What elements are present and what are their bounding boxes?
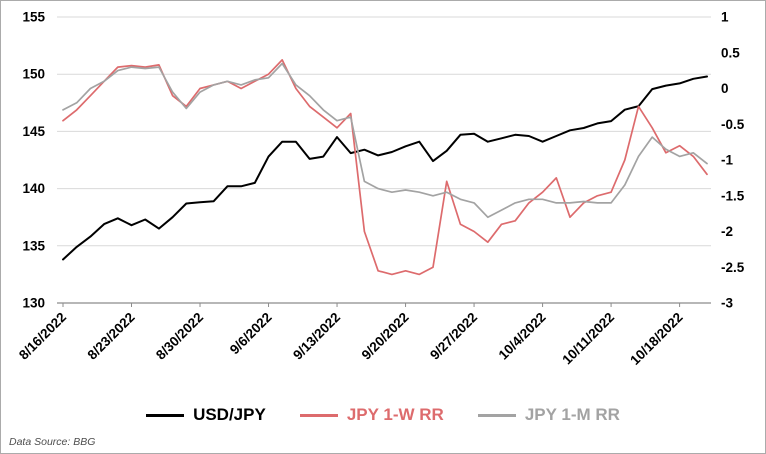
legend-line-sample — [146, 413, 185, 417]
legend-item-usd-jpy: USD/JPY — [146, 405, 266, 425]
gridlines — [57, 16, 711, 247]
right-axis-tick-label: 1 — [721, 10, 729, 25]
legend-label: USD/JPY — [193, 405, 266, 424]
x-axis — [57, 302, 711, 307]
legend-label: JPY 1-M RR — [524, 405, 620, 424]
right-axis-tick-label: -3 — [721, 296, 733, 311]
legend-label: JPY 1-W RR — [346, 405, 444, 424]
legend-line-sample — [299, 413, 338, 417]
chart-legend: USD/JPY JPY 1-W RR JPY 1-M RR — [1, 394, 765, 436]
x-axis-tick-label: 8/30/2022 — [153, 310, 206, 363]
x-axis-tick-label: 10/11/2022 — [559, 310, 617, 368]
line-chart: 155 150 145 140 135 130 1 0.5 0 -0.5 -1 -1.5 -2 -2.5… — [16, 10, 745, 368]
x-axis-tick-label: 9/13/2022 — [290, 310, 343, 363]
left-axis-tick-label: 155 — [22, 10, 45, 25]
right-axis-tick-label: -2 — [721, 224, 733, 239]
left-axis-tick-label: 145 — [22, 124, 45, 139]
right-axis-tick-label: 0 — [721, 81, 729, 96]
jpy-1-m-rr-line — [62, 62, 708, 219]
left-axis-tick-label: 130 — [22, 296, 45, 311]
x-axis-tick-label: 10/18/2022 — [627, 310, 685, 368]
right-axis-labels: 1 0.5 0 -0.5 -1 -1.5 -2 -2.5 -3 — [721, 10, 745, 311]
data-source-label: Data Source: BBG — [9, 436, 96, 448]
series-lines — [62, 59, 708, 276]
right-axis-tick-label: -2.5 — [721, 260, 745, 275]
legend-item-jpy-1-w-rr: JPY 1-W RR — [299, 405, 444, 425]
x-axis-tick-label: 9/6/2022 — [227, 310, 275, 358]
x-axis-tick-label: 9/27/2022 — [427, 310, 480, 363]
x-axis-tick-label: 9/20/2022 — [359, 310, 412, 363]
legend-item-jpy-1-m-rr: JPY 1-M RR — [477, 405, 620, 425]
x-axis-tick-label: 8/23/2022 — [85, 310, 138, 363]
x-axis-tick-label: 10/4/2022 — [496, 310, 549, 363]
jpy-1-w-rr-line — [62, 59, 708, 276]
left-axis-labels: 155 150 145 140 135 130 — [22, 10, 45, 311]
x-axis-labels: 8/16/2022 8/23/2022 8/30/2022 9/6/2022 9/13/… — [16, 310, 686, 368]
left-axis-tick-label: 150 — [22, 67, 45, 82]
right-axis-tick-label: -1 — [721, 153, 733, 168]
usd-jpy-line — [62, 75, 708, 261]
right-axis-tick-label: -0.5 — [721, 117, 745, 132]
legend-line-sample — [477, 413, 516, 417]
left-axis-tick-label: 135 — [22, 238, 45, 253]
right-axis-tick-label: -1.5 — [721, 188, 745, 203]
left-axis-tick-label: 140 — [22, 181, 45, 196]
right-axis-tick-label: 0.5 — [721, 45, 740, 60]
x-axis-tick-label: 8/16/2022 — [16, 310, 69, 363]
